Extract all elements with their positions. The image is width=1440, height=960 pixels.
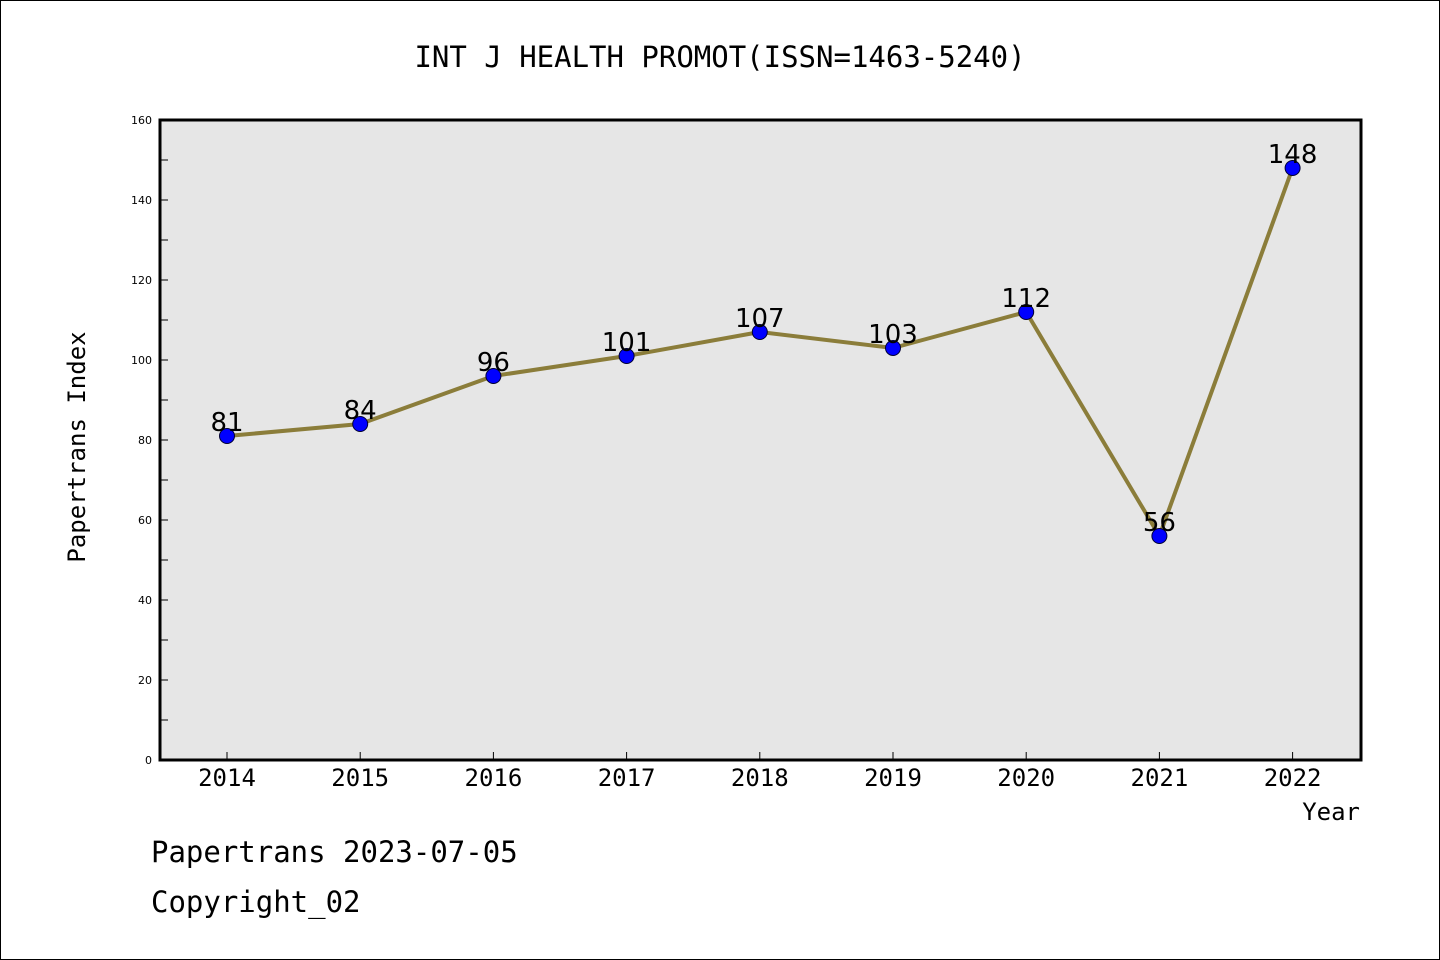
x-tick-label: 2018 xyxy=(731,764,789,792)
data-point xyxy=(1151,528,1168,544)
x-tick-label: 2017 xyxy=(598,764,656,792)
x-tick-label: 2021 xyxy=(1131,764,1189,792)
footer-date: Papertrans 2023-07-05 xyxy=(151,835,518,869)
y-tick-label: 120 xyxy=(131,274,152,287)
plot-area xyxy=(158,118,1363,762)
data-label: 107 xyxy=(735,304,785,334)
x-tick-label: 2015 xyxy=(331,764,389,792)
data-point xyxy=(219,428,235,444)
data-labels: 81 84 96 101 107 103 112 56 148 xyxy=(210,140,1317,538)
data-point xyxy=(352,416,369,432)
y-axis-label: Papertrans Index xyxy=(63,331,91,562)
y-tick-label: 80 xyxy=(138,434,152,447)
y-tick-label: 20 xyxy=(138,674,152,687)
x-tick-label: 2022 xyxy=(1264,764,1322,792)
y-tick-label: 60 xyxy=(138,514,152,527)
y-tick-label: 160 xyxy=(131,114,152,127)
data-point xyxy=(1018,304,1035,320)
x-tick-label: 2019 xyxy=(864,764,922,792)
data-label: 103 xyxy=(868,320,918,350)
y-tick-label: 100 xyxy=(131,354,152,367)
data-point xyxy=(1284,160,1301,176)
data-label: 84 xyxy=(344,396,377,426)
y-tick-label: 140 xyxy=(131,194,152,207)
data-point xyxy=(618,348,635,364)
y-tick-label: 0 xyxy=(145,754,152,767)
footer-copyright: Copyright_02 xyxy=(151,885,361,919)
x-axis-label: Year xyxy=(1302,798,1360,826)
data-label: 96 xyxy=(477,348,510,378)
y-tick-label: 40 xyxy=(138,594,152,607)
data-label: 56 xyxy=(1143,508,1176,538)
data-point xyxy=(751,324,768,340)
data-label: 101 xyxy=(602,328,652,358)
data-label: 81 xyxy=(210,408,243,438)
x-tick-label: 2014 xyxy=(198,764,256,792)
x-tick-label: 2020 xyxy=(997,764,1055,792)
x-axis: 2014 2015 2016 2017 2018 2019 2020 2021 2022 xyxy=(198,752,1321,792)
data-point xyxy=(485,368,502,384)
data-point xyxy=(885,340,901,356)
chart-title: INT J HEALTH PROMOT(ISSN=1463-5240) xyxy=(414,40,1025,74)
data-label: 148 xyxy=(1268,140,1318,170)
x-tick-label: 2016 xyxy=(465,764,523,792)
series-layer xyxy=(219,160,1301,544)
y-axis: 0 20 40 60 80 100 120 140 160 xyxy=(131,114,168,767)
data-label: 112 xyxy=(1001,284,1051,314)
